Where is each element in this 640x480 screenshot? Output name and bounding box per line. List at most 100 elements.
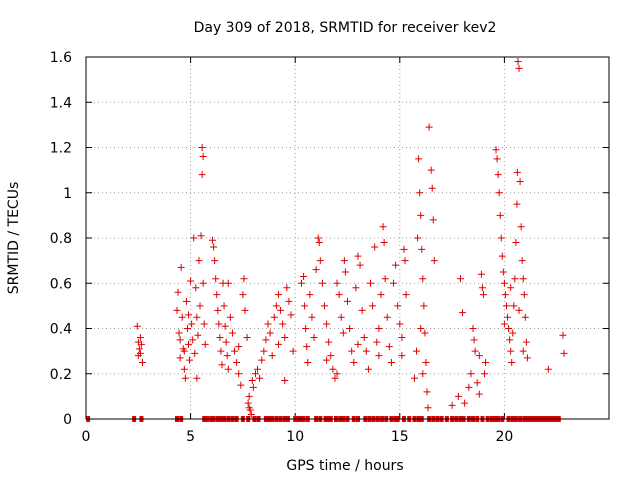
data-point (237, 381, 245, 389)
data-point (251, 370, 259, 378)
data-point (358, 306, 366, 314)
data-point (235, 370, 243, 378)
data-point (511, 275, 519, 283)
data-point (178, 313, 186, 321)
data-point (560, 349, 568, 357)
data-point (287, 311, 295, 319)
data-point (469, 325, 477, 332)
data-point (300, 272, 308, 280)
data-point (199, 279, 207, 287)
data-point (454, 392, 462, 400)
data-point (283, 284, 291, 292)
data-point (387, 358, 395, 366)
data-point (505, 325, 513, 332)
data-point (301, 302, 309, 310)
data-point (521, 313, 529, 321)
plot-frame (85, 56, 610, 420)
data-point (508, 358, 516, 366)
data-point (245, 392, 253, 400)
data-point (354, 340, 362, 348)
tick-labels: 0 0.2 0.4 0.6 0.8 1 1.2 1.4 1.6 0 5 10 15 20 (50, 50, 514, 445)
data-point (302, 325, 310, 332)
data-point (379, 223, 387, 231)
data-point (518, 257, 526, 265)
data-point (138, 358, 146, 366)
data-point (346, 325, 354, 332)
data-point (392, 261, 400, 269)
data-point (360, 334, 368, 342)
data-point (260, 347, 268, 355)
data-point (500, 320, 508, 328)
data-point (243, 334, 251, 342)
data-point (418, 245, 426, 253)
data-point (507, 284, 515, 292)
data-point (398, 334, 406, 342)
data-point (375, 352, 383, 360)
data-point (180, 347, 188, 355)
data-point (350, 358, 358, 366)
data-point (177, 263, 185, 271)
data-point (256, 374, 264, 382)
data-point (303, 343, 311, 351)
data-point (448, 401, 456, 409)
x-tick-label: 5 (186, 429, 195, 445)
data-point (194, 331, 202, 339)
data-point (244, 399, 252, 407)
data-point (270, 313, 278, 321)
data-point (339, 329, 347, 337)
data-point (214, 306, 222, 314)
data-point (475, 352, 483, 360)
data-point (193, 374, 201, 382)
y-tick-label: 0.2 (50, 367, 72, 383)
data-point (246, 406, 254, 414)
data-point (516, 177, 524, 185)
data-point (367, 279, 375, 287)
data-point (134, 352, 142, 360)
data-point (233, 358, 241, 366)
data-point (430, 257, 438, 265)
data-point (226, 313, 234, 321)
data-point (240, 275, 248, 283)
data-point (181, 374, 189, 382)
data-point (429, 216, 437, 224)
data-point (198, 171, 206, 179)
y-tick-label: 0.6 (50, 276, 72, 292)
data-point (428, 184, 436, 192)
data-point (416, 189, 424, 197)
data-point (356, 261, 364, 269)
data-point (514, 58, 522, 66)
y-tick-label: 1.6 (50, 50, 72, 66)
data-point (325, 338, 333, 346)
data-point (417, 325, 425, 332)
data-point (331, 374, 339, 382)
data-point (461, 399, 469, 407)
data-point (519, 347, 527, 355)
data-point (510, 302, 518, 310)
data-point (396, 320, 404, 328)
data-point (222, 338, 230, 346)
data-point (266, 329, 274, 337)
data-point (281, 334, 289, 342)
data-point (506, 336, 514, 344)
data-point (308, 313, 316, 321)
data-point (272, 302, 280, 310)
x-tick-label: 0 (82, 429, 91, 445)
data-point (380, 239, 388, 247)
data-point (362, 347, 370, 355)
data-point (477, 270, 485, 278)
data-point (314, 234, 322, 242)
data-point (185, 311, 193, 319)
data-point (504, 313, 512, 321)
data-point (470, 336, 478, 344)
data-point (183, 325, 191, 332)
data-point (200, 320, 208, 328)
data-point (401, 257, 409, 265)
data-point (323, 320, 331, 328)
data-point (369, 302, 377, 310)
axis-ticks (85, 56, 609, 420)
y-tick-label: 0 (63, 412, 72, 428)
data-point (494, 171, 502, 179)
data-point (425, 123, 433, 131)
data-point (499, 268, 507, 276)
